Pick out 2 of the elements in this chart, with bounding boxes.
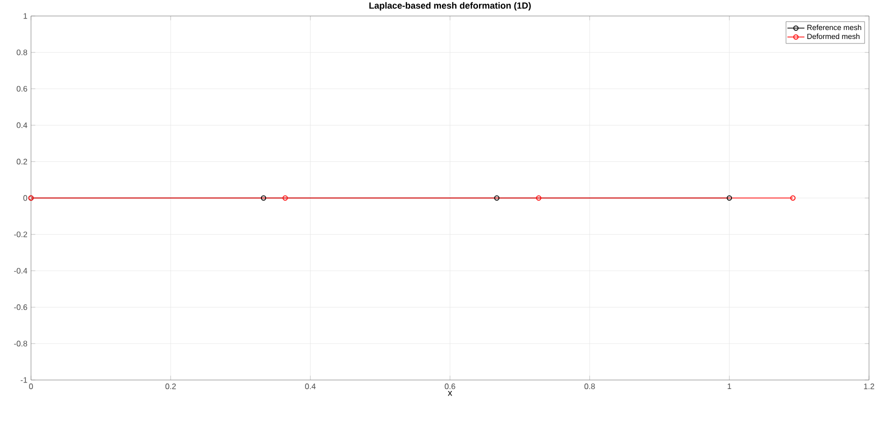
chart-title: Laplace-based mesh deformation (1D) xyxy=(369,2,531,10)
x-axis-title: x xyxy=(448,391,452,396)
